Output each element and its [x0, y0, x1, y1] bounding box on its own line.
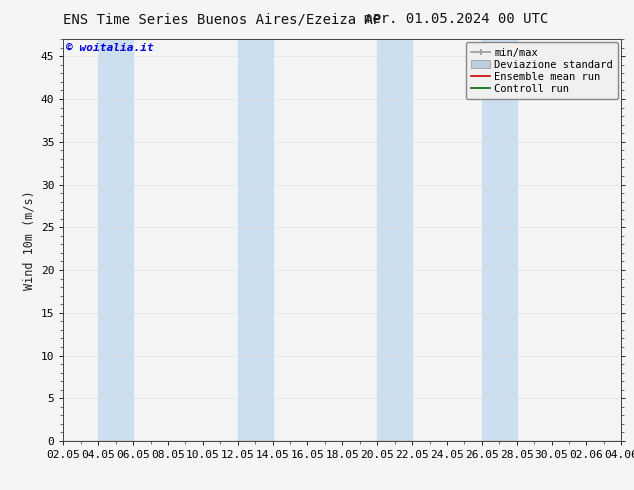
Y-axis label: Wind 10m (m/s): Wind 10m (m/s)	[22, 190, 36, 290]
Text: mer. 01.05.2024 00 UTC: mer. 01.05.2024 00 UTC	[365, 12, 548, 26]
Bar	[621, 39, 634, 441]
Bar	[98, 39, 133, 441]
Bar	[377, 39, 412, 441]
Bar	[238, 39, 273, 441]
Text: ENS Time Series Buenos Aires/Ezeiza AP: ENS Time Series Buenos Aires/Ezeiza AP	[63, 12, 381, 26]
Legend: min/max, Deviazione standard, Ensemble mean run, Controll run: min/max, Deviazione standard, Ensemble m…	[466, 42, 618, 99]
Bar	[482, 39, 517, 441]
Text: © woitalia.it: © woitalia.it	[66, 43, 154, 53]
